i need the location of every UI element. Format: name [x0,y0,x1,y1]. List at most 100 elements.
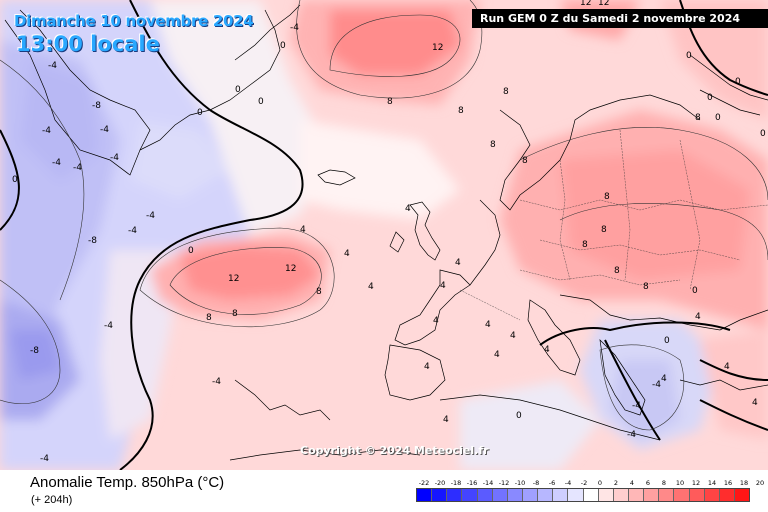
contour-label: -4 [290,23,299,33]
scale-label: 6 [645,479,651,487]
scale-label: -4 [564,479,572,487]
scale-label: 4 [629,479,635,487]
scale-bar [416,488,750,502]
contour-label: 0 [12,175,18,185]
scale-swatch [628,489,645,501]
contour-label: 8 [490,140,496,150]
scale-swatch [417,489,433,501]
contour-label: 4 [661,374,667,384]
anomaly-shading [0,0,768,470]
scale-label: 10 [675,479,685,487]
contour-label: 4 [433,316,439,326]
contour-label: 8 [582,240,588,250]
scale-label: -10 [514,479,526,487]
contour-label: -4 [48,61,57,71]
scale-label: -22 [418,479,430,487]
contour-label: 4 [455,258,461,268]
contour-label: 8 [614,266,620,276]
scale-swatch [613,489,629,501]
country-borders [459,129,768,321]
scale-swatch [553,489,569,501]
scale-swatch [447,489,463,501]
contour-label: 8 [316,287,322,297]
scale-swatch [719,489,735,501]
contour-label: 0 [258,97,264,107]
contour-label: 12 [228,274,239,284]
contour-label: 0 [235,85,241,95]
contour-label: 0 [686,51,692,61]
contour-label: 4 [752,398,758,408]
contour-label: 8 [387,97,393,107]
contour-label: 8 [601,225,607,235]
contour-label: 0 [197,108,203,118]
contour-label: 4 [485,320,491,330]
contour-label: 8 [206,313,212,323]
contour-label: -4 [212,377,221,387]
contour-label: 0 [188,246,194,256]
scale-swatch [598,489,614,501]
contour-label: 0 [707,93,713,103]
scale-swatch [704,489,720,501]
contour-label: 4 [544,345,550,355]
scale-label: -12 [498,479,510,487]
contour-label: 4 [368,282,374,292]
legend-footer: Anomalie Temp. 850hPa (°C) (+ 204h) -22-… [0,470,768,512]
scale-label: 18 [739,479,749,487]
scale-swatch [674,489,690,501]
scale-swatch [492,489,508,501]
contour-label: -4 [652,380,661,390]
contour-label: 4 [405,204,411,214]
scale-swatch [659,489,675,501]
color-scale: -22 -20 -18 -16 -14 -12 -10 -8 -6 -4 -2 0 2 4 6 8 10 12 14… [416,478,768,502]
scale-label: 16 [723,479,733,487]
contour-label: -8 [30,346,39,356]
forecast-time: 13:00 locale [16,32,160,56]
contour-label: 8 [695,113,701,123]
scale-swatch [644,489,660,501]
scale-label: -18 [450,479,462,487]
scale-swatch [522,489,539,501]
contour-label: 8 [604,192,610,202]
scale-swatch [734,489,750,501]
contour-label: -4 [73,163,82,173]
contour-label: 4 [424,362,430,372]
contour-label: -4 [100,125,109,135]
scale-label: 0 [597,479,603,487]
scale-swatch [689,489,705,501]
scale-label: -14 [482,479,494,487]
scale-label: 20 [755,479,765,487]
coastlines [4,4,768,461]
contour-label: -4 [40,454,49,464]
scale-label: 12 [691,479,701,487]
contour-label: 8 [503,87,509,97]
copyright-notice: Copyright © 2024 Meteociel.fr [300,444,489,457]
contour-label: 0 [664,336,670,346]
contour-label: 12 [432,43,443,53]
contour-label: 4 [695,312,701,322]
anomaly-map: 12 8 8 0 0 0 0 -4 -4 -8 -4 -4 0 -4 -4 -4 -4 -4 0 -8 -8 -4 -4 -4… [0,0,768,470]
scale-swatch [538,489,554,501]
contour-label: -4 [632,401,641,411]
scale-label: -20 [434,479,446,487]
contour-label: -4 [110,153,119,163]
contour-label: -4 [627,430,636,440]
contour-label: 4 [344,249,350,259]
contour-label: 12 [598,0,609,8]
contour-label: -8 [92,101,101,111]
contour-label: 4 [494,350,500,360]
scale-label: 8 [661,479,667,487]
contour-label: 0 [516,411,522,421]
contour-label: 4 [300,225,306,235]
scale-swatch [462,489,478,501]
scale-label: 2 [613,479,619,487]
contour-label: 12 [285,264,296,274]
contour-label: 0 [692,286,698,296]
scale-swatch [568,489,584,501]
scale-labels: -22 -20 -18 -16 -14 -12 -10 -8 -6 -4 -2 0 2 4 6 8 10 12 14… [416,478,768,488]
scale-swatch [432,489,448,501]
run-info: Run GEM 0 Z du Samedi 2 novembre 2024 [472,9,768,28]
scale-swatch [477,489,493,501]
contour-label: 0 [715,113,721,123]
